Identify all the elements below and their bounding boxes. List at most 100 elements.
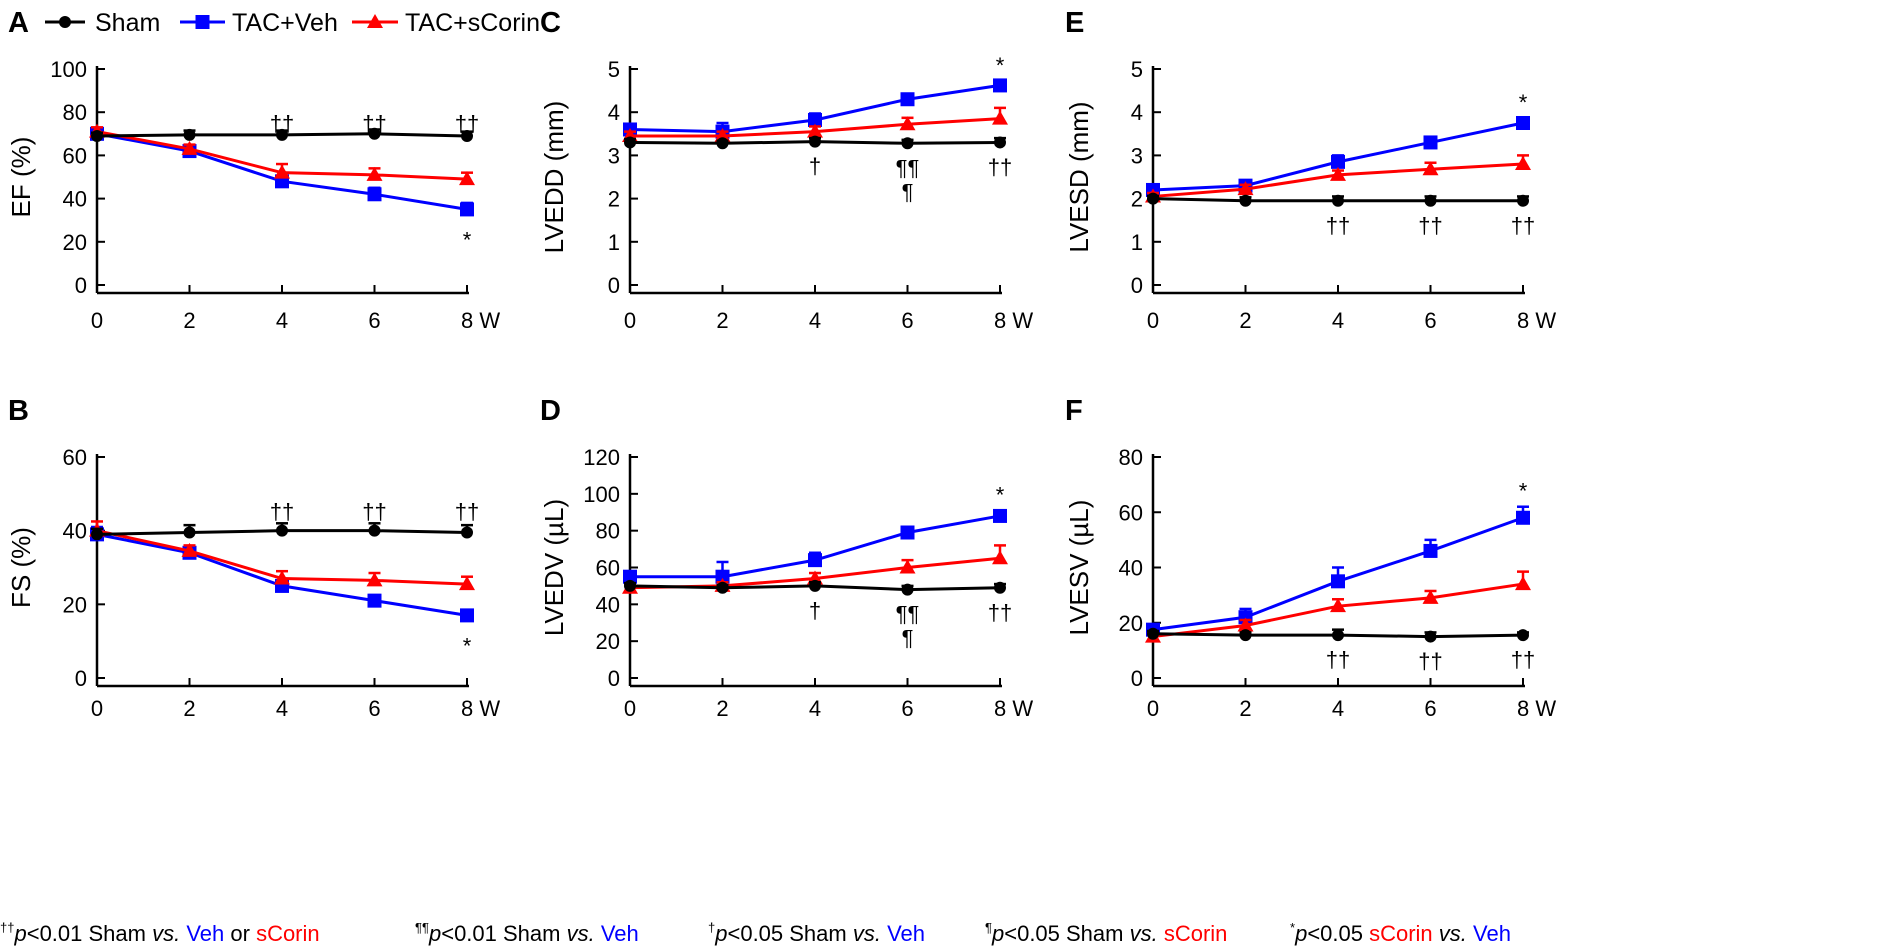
- y-tick-label: 80: [63, 100, 87, 125]
- data-point: [1239, 194, 1252, 207]
- data-point: [623, 569, 637, 584]
- x-tick-label: 8 W: [461, 308, 500, 333]
- data-point: [460, 202, 474, 217]
- significance-marker: ††: [362, 499, 386, 524]
- significance-marker: ¶: [902, 179, 914, 204]
- series-Sham: [91, 127, 473, 142]
- data-point: [1331, 574, 1345, 589]
- y-tick-label: 20: [1119, 611, 1143, 636]
- data-point: [1237, 181, 1254, 196]
- legend-marker: [59, 16, 71, 28]
- data-point: [899, 116, 916, 131]
- x-tick-label: 2: [1239, 308, 1251, 333]
- panel-A: A 0 20 40 60 80 100 0 2 4 6 8 W EF (%) †† †† †† *: [6, 7, 500, 333]
- footnote-item: ††p<0.01 Sham vs. Veh or sCorin: [0, 920, 320, 947]
- significance-marker: †: [809, 154, 821, 179]
- x-tick-label: 4: [1332, 308, 1344, 333]
- y-tick-label: 60: [1119, 500, 1143, 525]
- y-tick-label: 80: [1119, 445, 1143, 470]
- series-TAC+Veh: [623, 508, 1007, 584]
- footnote-text: or: [224, 921, 257, 946]
- significance-marker: *: [1519, 479, 1528, 504]
- y-axis-label: LVEDV (µL): [539, 499, 569, 636]
- significance-marker: *: [463, 227, 472, 252]
- y-tick-label: 40: [63, 519, 87, 544]
- footnote-text: Veh: [880, 921, 926, 946]
- y-tick-label: 3: [1131, 143, 1143, 168]
- data-point: [181, 140, 198, 155]
- y-tick-label: 0: [608, 666, 620, 691]
- footnote-item: ¶¶p<0.01 Sham vs. Veh: [415, 920, 639, 947]
- y-tick-label: 60: [596, 556, 620, 581]
- data-point: [714, 127, 731, 142]
- y-axis-label: FS (%): [6, 527, 36, 608]
- footnote-text: <0.05 Sham: [1004, 921, 1130, 946]
- x-tick-label: 2: [183, 696, 195, 721]
- data-point: [183, 526, 196, 539]
- y-axis-label: EF (%): [6, 137, 36, 218]
- significance-marker: ††: [270, 499, 294, 524]
- y-tick-label: 60: [63, 143, 87, 168]
- data-point: [807, 123, 823, 138]
- series-Sham: [91, 522, 473, 541]
- y-tick-label: 1: [608, 230, 620, 255]
- y-tick-label: 60: [63, 445, 87, 470]
- data-point: [1147, 192, 1159, 205]
- y-tick-label: 40: [596, 592, 620, 617]
- data-point: [1332, 629, 1344, 642]
- x-tick-label: 0: [91, 696, 103, 721]
- x-tick-label: 4: [276, 308, 288, 333]
- data-point: [367, 593, 382, 608]
- y-tick-label: 2: [608, 187, 620, 212]
- significance-marker: ††: [455, 499, 479, 524]
- significance-marker: *: [996, 53, 1005, 78]
- data-point: [1147, 627, 1159, 640]
- legend-marker: [367, 14, 383, 28]
- footnote-text: Veh: [594, 921, 639, 946]
- y-tick-label: 0: [1131, 666, 1143, 691]
- footnote-text: p: [428, 921, 442, 946]
- panel-label: C: [540, 7, 561, 39]
- data-point: [1424, 630, 1437, 643]
- data-point: [1423, 543, 1438, 558]
- y-tick-label: 100: [50, 57, 87, 82]
- series-TAC+Veh: [623, 78, 1007, 139]
- data-point: [994, 136, 1006, 149]
- y-tick-label: 100: [583, 482, 620, 507]
- x-tick-label: 0: [1147, 308, 1159, 333]
- footnote-text: p: [1295, 921, 1308, 946]
- data-point: [1422, 589, 1439, 604]
- x-tick-label: 4: [809, 696, 821, 721]
- data-point: [809, 135, 821, 148]
- data-point: [1239, 629, 1252, 642]
- series-line: [630, 514, 1001, 579]
- panel-B: B 0 20 40 60 0 2 4 6 8 W FS (%) †† †† †† *: [6, 395, 500, 721]
- y-tick-label: 20: [596, 629, 620, 654]
- y-axis-label: LVEDD (mm): [539, 101, 569, 254]
- footnote-text: vs.: [1129, 921, 1158, 946]
- x-tick-label: 8 W: [461, 696, 500, 721]
- x-tick-label: 4: [276, 696, 288, 721]
- y-tick-label: 3: [608, 143, 620, 168]
- data-point: [624, 579, 636, 592]
- data-point: [992, 550, 1008, 565]
- data-point: [91, 528, 103, 541]
- x-tick-label: 0: [624, 308, 636, 333]
- significance-marker: ††: [1326, 647, 1350, 672]
- data-point: [276, 128, 288, 141]
- footnote-text: Veh: [180, 921, 225, 946]
- significance-marker: *: [1519, 90, 1528, 115]
- y-tick-label: 0: [1131, 273, 1143, 298]
- footnote-text: <0.01 Sham: [441, 921, 567, 946]
- x-tick-label: 0: [91, 308, 103, 333]
- data-point: [1517, 194, 1529, 207]
- data-point: [181, 542, 198, 557]
- series-Sham: [1147, 627, 1529, 643]
- y-tick-label: 20: [63, 592, 87, 617]
- y-tick-label: 40: [63, 187, 87, 212]
- series-TAC+Veh: [1146, 116, 1530, 197]
- y-tick-label: 0: [608, 273, 620, 298]
- data-point: [901, 137, 914, 150]
- significance-marker: ††: [455, 111, 479, 136]
- significance-marker: ††: [1511, 213, 1535, 238]
